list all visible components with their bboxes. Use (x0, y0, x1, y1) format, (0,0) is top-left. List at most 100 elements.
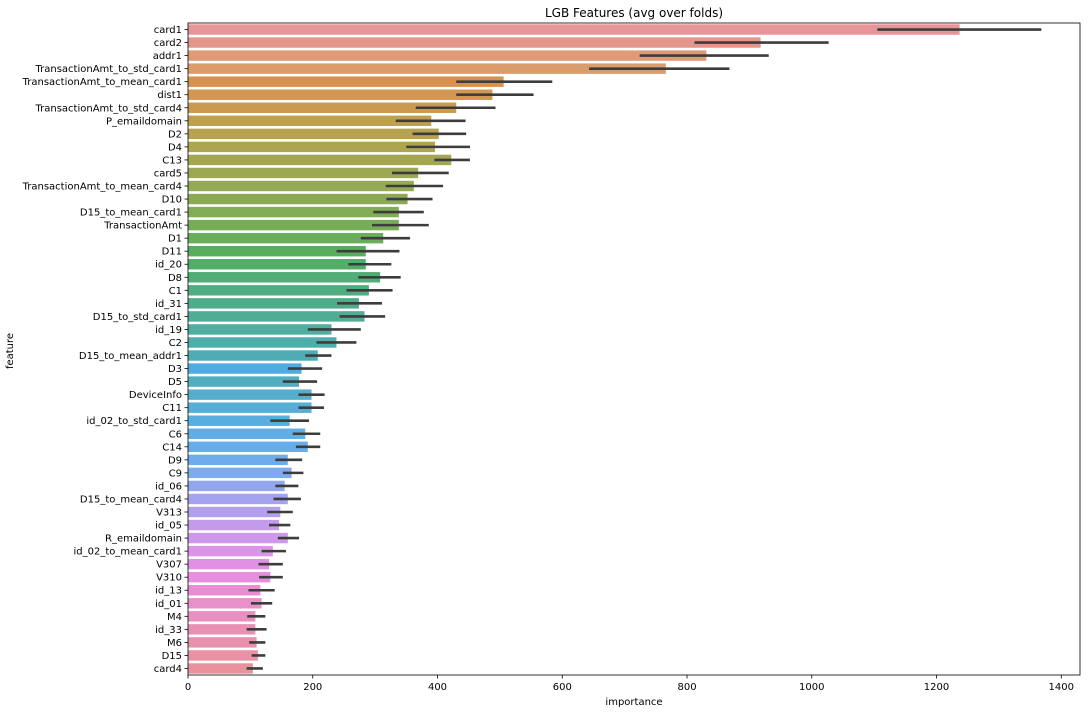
bar-card2 (188, 37, 761, 48)
y-tick-label: id_20 (155, 260, 182, 271)
x-tick-label: 1200 (924, 682, 949, 693)
y-tick-label: D15_to_std_card1 (93, 312, 182, 323)
bar-C13 (188, 154, 452, 166)
y-tick-label: M4 (167, 612, 182, 623)
y-tick-label: card2 (154, 38, 182, 49)
bar-card1 (188, 24, 960, 35)
bar-D2 (188, 128, 439, 140)
y-tick-label: DeviceInfo (129, 390, 182, 401)
y-tick-label: id_19 (155, 325, 182, 336)
bar-D5 (188, 376, 300, 387)
bars-group (188, 24, 960, 674)
y-tick-label: TransactionAmt (103, 221, 182, 232)
bar-id_20 (188, 259, 366, 270)
x-tick-label: 1000 (799, 682, 824, 693)
bar-id_13 (188, 585, 261, 596)
bar-dist1 (188, 89, 493, 100)
bar-P_emaildomain (188, 115, 432, 127)
y-tick-label: V307 (156, 560, 182, 571)
y-tick-label: C13 (162, 155, 182, 166)
bar-C1 (188, 285, 369, 296)
bar-addr1 (188, 50, 707, 61)
bar-id_02_to_mean_card1 (188, 545, 273, 557)
bar-M6 (188, 637, 257, 648)
bar-card4 (188, 663, 253, 674)
bar-D15 (188, 650, 258, 661)
bar-D15_to_mean_card4 (188, 493, 288, 505)
bar-TransactionAmt_to_std_card4 (188, 102, 457, 113)
y-tick-label: card5 (154, 168, 182, 179)
y-tick-label: M6 (167, 638, 182, 649)
y-tick-label: P_emaildomain (106, 116, 182, 127)
y-tick-label: V310 (156, 573, 182, 584)
bar-C9 (188, 467, 292, 479)
y-tick-label: addr1 (153, 51, 182, 62)
y-tick-label: D15_to_mean_card4 (80, 494, 182, 505)
x-tick-label: 200 (303, 682, 322, 693)
y-axis-label: feature (5, 333, 16, 369)
y-tick-label: D8 (168, 273, 182, 284)
x-tick-label: 800 (677, 682, 696, 693)
y-tick-label: id_01 (155, 599, 182, 610)
plot-frame (187, 22, 1081, 676)
y-tick-label: D15_to_mean_card1 (80, 208, 182, 219)
bar-C2 (188, 337, 337, 348)
y-tick-label: C14 (162, 442, 182, 453)
y-tick-label: TransactionAmt_to_mean_card4 (22, 182, 182, 193)
y-tick-label: D4 (168, 142, 182, 153)
bar-DeviceInfo (188, 389, 312, 400)
bar-C14 (188, 441, 308, 453)
y-tick-label: id_05 (155, 521, 182, 532)
bar-id_01 (188, 598, 262, 609)
bar-C6 (188, 428, 306, 439)
y-tick-label: id_02_to_std_card1 (86, 416, 182, 427)
y-tick-label: dist1 (157, 90, 182, 101)
y-tick-label: id_06 (155, 481, 182, 492)
y-tick-label: id_33 (155, 625, 182, 636)
bar-D15_to_mean_addr1 (188, 350, 318, 361)
bar-D9 (188, 454, 288, 466)
bar-D1 (188, 232, 384, 244)
bar-D15_to_std_card1 (188, 311, 365, 322)
bar-V310 (188, 571, 271, 583)
bar-V313 (188, 506, 281, 518)
y-tick-label: D15 (162, 651, 182, 662)
bar-id_02_to_std_card1 (188, 415, 290, 426)
y-tick-labels: card1 card2 addr1 TransactionAmt_to_std_car… (22, 25, 188, 675)
bar-card5 (188, 167, 419, 179)
bar-V307 (188, 558, 270, 570)
y-tick-label: C6 (169, 429, 182, 440)
error-bars-group (246, 28, 1042, 670)
bar-id_19 (188, 324, 332, 335)
bar-M4 (188, 611, 256, 622)
y-tick-label: V313 (156, 508, 182, 519)
y-tick-label: R_emaildomain (105, 534, 182, 545)
y-tick-label: TransactionAmt_to_mean_card1 (22, 77, 182, 88)
chart-title: LGB Features (avg over folds) (545, 6, 723, 20)
x-axis-label: importance (605, 697, 662, 708)
y-tick-label: D15_to_mean_addr1 (79, 351, 182, 362)
y-tick-label: C1 (169, 286, 182, 297)
y-tick-label: D2 (168, 129, 182, 140)
y-tick-label: TransactionAmt_to_std_card4 (35, 103, 183, 114)
y-tick-label: D9 (168, 455, 182, 466)
y-tick-label: D11 (162, 247, 182, 258)
bar-TransactionAmt_to_mean_card1 (188, 76, 504, 87)
bar-TransactionAmt_to_mean_card4 (188, 180, 414, 192)
y-tick-label: id_13 (155, 586, 182, 597)
bar-D15_to_mean_card1 (188, 206, 399, 218)
bar-TransactionAmt_to_std_card1 (188, 63, 666, 74)
x-ticks: 0 200 400 600 800 1000 1200 1400 (185, 675, 1074, 693)
y-tick-label: D5 (168, 377, 182, 388)
bar-D4 (188, 141, 436, 153)
bar-D11 (188, 245, 366, 257)
x-tick-label: 1400 (1049, 682, 1074, 693)
bar-D3 (188, 363, 302, 374)
x-tick-label: 600 (553, 682, 572, 693)
x-tick-label: 400 (428, 682, 447, 693)
y-tick-label: D10 (162, 195, 182, 206)
bar-R_emaildomain (188, 532, 288, 544)
y-tick-label: D1 (168, 234, 182, 245)
bar-id_06 (188, 480, 285, 492)
